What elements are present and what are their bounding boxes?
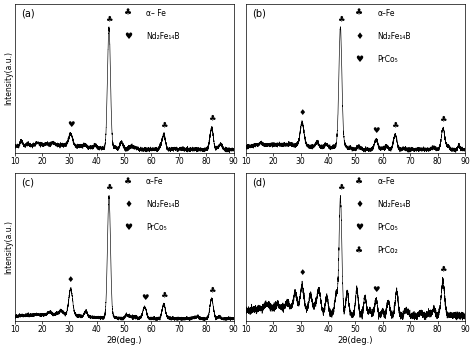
Text: ♣: ♣: [208, 113, 215, 122]
Text: ♦: ♦: [356, 200, 364, 209]
Text: Nd₂Fe₁₄B: Nd₂Fe₁₄B: [377, 32, 411, 40]
Y-axis label: Intensity(a.u.): Intensity(a.u.): [4, 220, 13, 274]
Text: α–Fe: α–Fe: [146, 177, 164, 186]
Text: Nd₂Fe₁₄B: Nd₂Fe₁₄B: [146, 32, 180, 40]
Text: ♥: ♥: [356, 223, 364, 232]
Text: ♥: ♥: [124, 223, 132, 232]
Text: PrCo₅: PrCo₅: [377, 55, 398, 64]
Text: ♣: ♣: [124, 177, 132, 186]
Text: ♣: ♣: [439, 114, 447, 123]
Text: α–Fe: α–Fe: [377, 177, 395, 186]
Text: ♥: ♥: [67, 120, 74, 128]
Y-axis label: Intensity(a.u.): Intensity(a.u.): [4, 51, 13, 105]
Text: ♣: ♣: [105, 14, 113, 23]
Text: ♣: ♣: [392, 121, 399, 130]
Text: ♣: ♣: [208, 285, 215, 294]
Text: ♣: ♣: [356, 9, 364, 17]
Text: (c): (c): [21, 177, 34, 187]
Text: ♣: ♣: [105, 183, 113, 192]
X-axis label: 2θ(deg.): 2θ(deg.): [337, 336, 373, 345]
Text: (a): (a): [21, 9, 35, 18]
Text: α–Fe: α–Fe: [377, 9, 395, 17]
Text: (d): (d): [253, 177, 266, 187]
Text: PrCo₅: PrCo₅: [146, 223, 167, 232]
Text: ♥: ♥: [372, 285, 380, 294]
Text: ♣: ♣: [356, 177, 364, 186]
Text: ♥: ♥: [141, 293, 148, 302]
Text: Nd₂Fe₁₄B: Nd₂Fe₁₄B: [146, 200, 180, 209]
Text: (b): (b): [253, 9, 266, 18]
Text: ♣: ♣: [337, 14, 344, 23]
Text: ♦: ♦: [124, 200, 132, 209]
Text: ♥: ♥: [356, 55, 364, 64]
Text: α– Fe: α– Fe: [146, 9, 166, 17]
Text: ♣: ♣: [439, 265, 447, 273]
X-axis label: 2θ(deg.): 2θ(deg.): [106, 336, 142, 345]
Text: PrCo₅: PrCo₅: [377, 223, 398, 232]
Text: ♣: ♣: [356, 246, 364, 255]
Text: ♦: ♦: [298, 268, 306, 277]
Text: ♣: ♣: [337, 183, 344, 192]
Text: Nd₂Fe₁₄B: Nd₂Fe₁₄B: [377, 200, 411, 209]
Text: ♥: ♥: [372, 126, 380, 135]
Text: PrCo₂: PrCo₂: [377, 246, 398, 255]
Text: ♦: ♦: [67, 275, 74, 284]
Text: ♣: ♣: [160, 290, 167, 299]
Text: ♣: ♣: [124, 9, 132, 17]
Text: ♦: ♦: [356, 32, 364, 40]
Text: ♣: ♣: [160, 120, 167, 129]
Text: ♦: ♦: [298, 108, 306, 117]
Text: ♥: ♥: [124, 32, 132, 40]
